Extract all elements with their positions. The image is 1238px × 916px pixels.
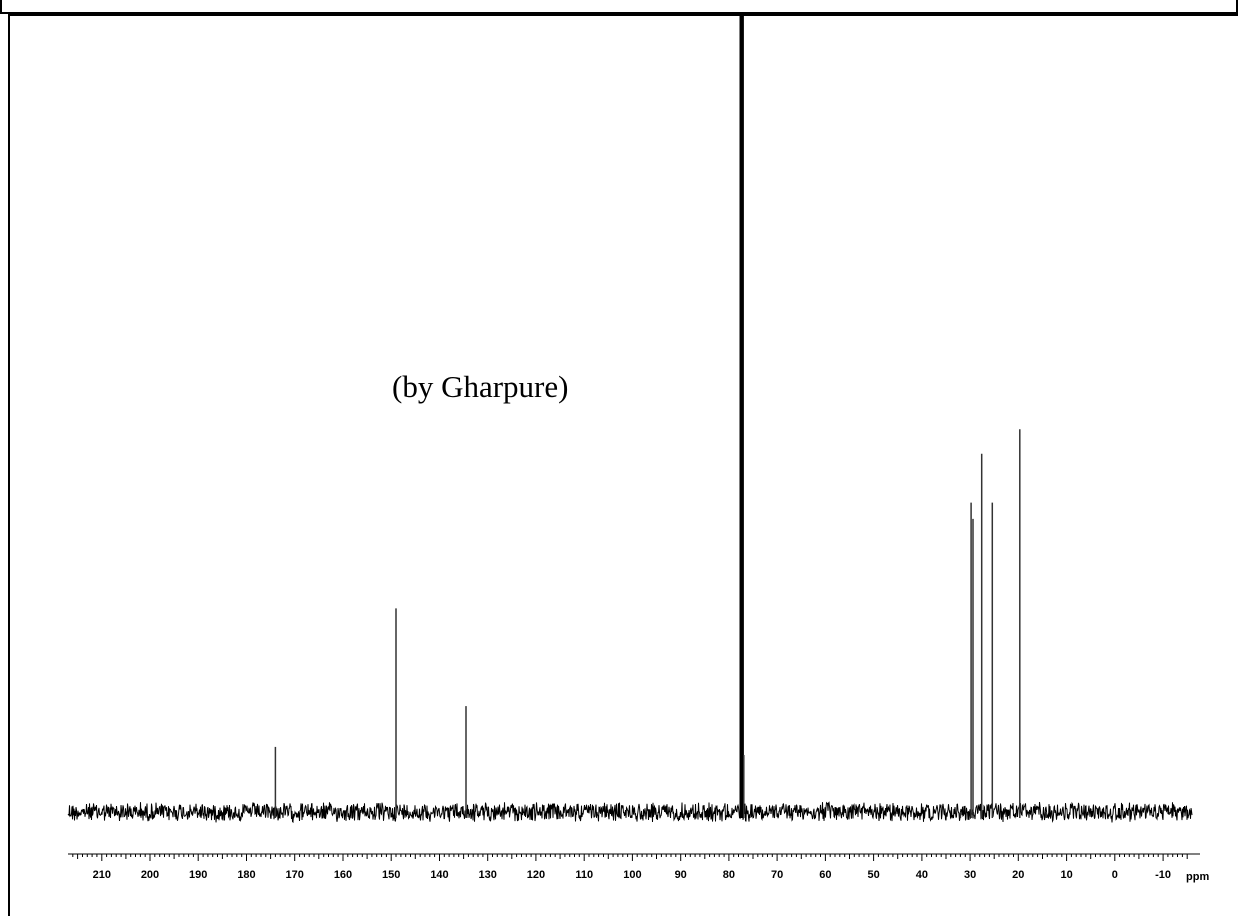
x-tick-label: 70 [771, 869, 783, 881]
x-tick-label: 200 [141, 869, 159, 881]
x-tick-label: 110 [575, 869, 593, 881]
x-tick-label: -10 [1155, 869, 1171, 881]
spectrum-trace [67, 801, 1193, 824]
x-tick-label: 160 [334, 869, 352, 881]
x-tick-label: 90 [675, 869, 687, 881]
x-tick-label: 170 [286, 869, 304, 881]
x-tick-label: 210 [93, 869, 111, 881]
author-annotation: (by Gharpure) [392, 369, 568, 404]
x-tick-label: 140 [430, 869, 448, 881]
x-tick-labels: 210 200 190 180 170 160 150 140 130 120 110 100 90 80… [93, 869, 1171, 881]
x-tick-label: 40 [916, 869, 928, 881]
peaks [274, 14, 1048, 818]
x-axis-unit-label: ppm [1186, 871, 1209, 883]
x-tick-label: 180 [237, 869, 255, 881]
x-tick-label: 120 [527, 869, 545, 881]
frame-border [8, 14, 1238, 916]
x-tick-label: 190 [189, 869, 207, 881]
x-tick-label: 150 [382, 869, 400, 881]
x-tick-label: 100 [623, 869, 641, 881]
x-tick-label: 60 [819, 869, 831, 881]
baseline-noise [67, 801, 1193, 824]
x-tick-label: 20 [1012, 869, 1024, 881]
x-tick-label: 130 [479, 869, 497, 881]
x-tick-label: 80 [723, 869, 735, 881]
x-tick-label: 30 [964, 869, 976, 881]
frame-top-border [0, 0, 1238, 14]
x-tick-label: 0 [1112, 869, 1118, 881]
x-tick-label: 50 [867, 869, 879, 881]
x-axis [68, 853, 1200, 861]
x-tick-label: 10 [1060, 869, 1072, 881]
